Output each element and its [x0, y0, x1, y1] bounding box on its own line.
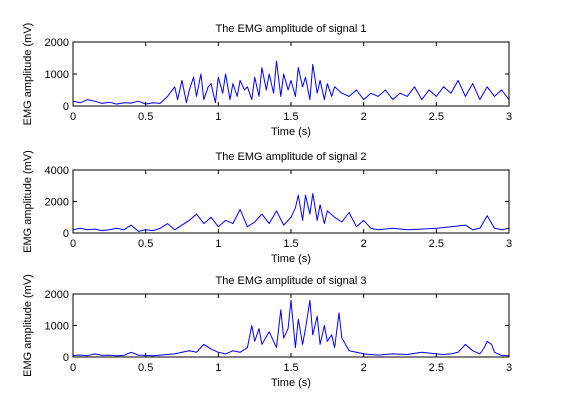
y-tick-label-3-2: 2000: [45, 289, 69, 301]
x-axis-label-1: Time (s): [271, 126, 311, 138]
x-tick-label-1-0: 0: [70, 111, 76, 123]
y-tick-label-3-1: 1000: [45, 321, 69, 333]
y-tick-label-2-0: 0: [63, 228, 69, 240]
series-line-2-1: [72, 193, 510, 232]
y-tick-label-1-1: 1000: [45, 69, 69, 81]
x-tick-label-1-1: 0.5: [138, 111, 153, 123]
x-tick-label-3-4: 2: [361, 362, 367, 374]
x-tick-label-3-2: 1: [215, 362, 221, 374]
series-line-1-1: [72, 60, 510, 105]
subplot-title-1: The EMG amplitude of signal 1: [215, 23, 366, 35]
x-tick-label-2-3: 1.5: [283, 238, 298, 250]
subplot-3: 0 0.5 1 1.5 2 2.5 3 0 1000 2000 The EMG amplitude …: [22, 274, 512, 389]
x-axis-label-2: Time (s): [271, 253, 311, 265]
y-tick-label-1-2: 2000: [45, 37, 69, 49]
y-axis-label-2: EMG amplitude (mV): [22, 150, 34, 253]
y-axis-label-1: EMG amplitude (mV): [22, 23, 34, 126]
x-tick-label-3-3: 1.5: [283, 362, 298, 374]
x-tick-label-1-6: 3: [506, 111, 512, 123]
axes-box-1: [72, 41, 510, 107]
x-tick-label-2-4: 2: [361, 238, 367, 250]
subplot-title-2: The EMG amplitude of signal 2: [215, 151, 366, 163]
subplot-1: 0 0.5 1 1.5 2 2.5 3 0 1000 2000 The EMG amplitude …: [22, 23, 512, 138]
x-tick-label-2-6: 3: [506, 238, 512, 250]
y-tick-label-1-0: 0: [63, 101, 69, 113]
x-tick-label-2-2: 1: [215, 238, 221, 250]
x-tick-label-2-0: 0: [70, 238, 76, 250]
x-tick-label-3-5: 2.5: [429, 362, 444, 374]
x-tick-label-3-1: 0.5: [138, 362, 153, 374]
x-tick-label-3-0: 0: [70, 362, 76, 374]
y-axis-label-3: EMG amplitude (mV): [22, 274, 34, 377]
x-tick-label-3-6: 3: [506, 362, 512, 374]
subplot-title-3: The EMG amplitude of signal 3: [215, 275, 366, 287]
x-tick-label-2-5: 2.5: [429, 238, 444, 250]
x-tick-label-1-3: 1.5: [283, 111, 298, 123]
y-tick-label-2-2: 4000: [45, 165, 69, 177]
subplot-2: 0 0.5 1 1.5 2 2.5 3 0 2000 4000 The EMG amplitude …: [22, 150, 512, 265]
y-tick-label-2-1: 2000: [45, 197, 69, 209]
x-axis-label-3: Time (s): [271, 377, 311, 389]
x-tick-label-2-1: 0.5: [138, 238, 153, 250]
y-tick-label-3-0: 0: [63, 352, 69, 364]
x-tick-label-1-4: 2: [361, 111, 367, 123]
axes-box-2: [72, 169, 510, 234]
x-tick-label-1-2: 1: [215, 111, 221, 123]
x-tick-label-1-5: 2.5: [429, 111, 444, 123]
series-line-3-1: [72, 299, 510, 357]
